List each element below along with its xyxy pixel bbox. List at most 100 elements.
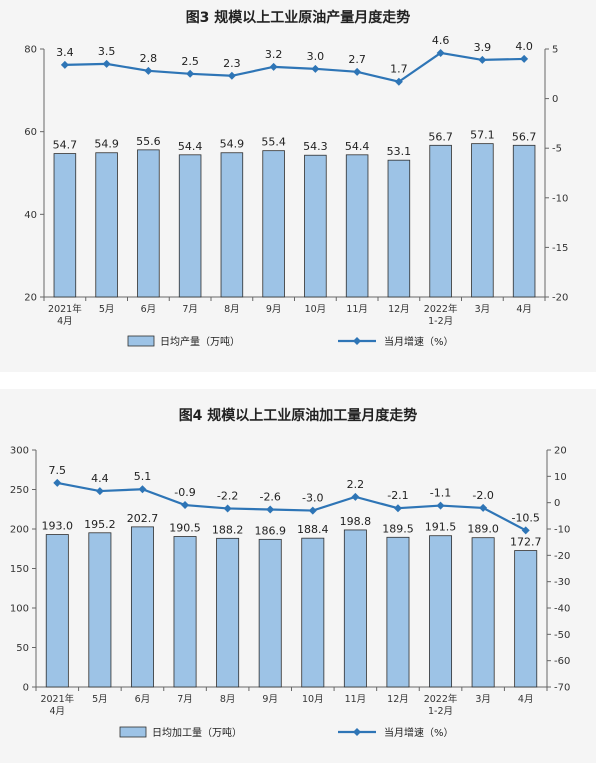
growth-rate-line [57,481,527,532]
line-value-label: 4.6 [432,34,450,47]
right-axis-tick-label: -5 [552,144,562,155]
line-point-marker [269,62,278,71]
right-axis-tick-label: -15 [552,243,568,254]
x-axis-category-label: 3月 [475,694,491,705]
bar-value-label: 54.9 [220,138,245,151]
bar [471,537,495,688]
x-axis-category-label: 10月 [302,694,324,705]
line-value-label: 3.2 [265,48,283,61]
right-axis-tick-label: 20 [554,446,567,457]
x-axis-category-label: 9月 [266,304,282,315]
line-point-marker [138,485,147,494]
bar [471,143,494,298]
line-point-marker [394,77,403,86]
right-axis-tick-label: -60 [554,656,570,667]
bar-value-label: 57.1 [470,129,495,142]
x-axis-category-label: 4月 [518,694,534,705]
legend-line-label: 当月增速（%） [384,335,454,348]
bar-value-label: 202.7 [127,512,159,525]
legend-line-marker [353,337,361,345]
bar-value-label: 191.5 [425,521,457,534]
chart-crude-oil-output: 图3 规模以上工业原油产量月度走势 20 40 60 80 -20 -15 -10 -5 0 5 20… [24,9,568,348]
legend-line-marker [353,728,361,736]
x-axis-category-label: 2022年 1-2月 [424,693,458,717]
left-axis-tick-label: 50 [16,643,29,654]
bar [45,534,69,688]
x-axis-category-label: 2021年 4月 [40,693,74,717]
line-value-label: -2.1 [387,489,408,502]
bar-value-label: 189.0 [467,523,499,536]
growth-rate-line [64,51,525,83]
bar-value-label: 188.2 [212,523,244,536]
line-point-marker [186,69,195,78]
x-axis-category-label: 9月 [262,694,278,705]
right-axis-tick-label: 0 [552,94,558,105]
left-axis-tick-label: 200 [10,525,29,536]
x-axis-category-label: 2021年 4月 [48,303,82,327]
bar-value-label: 54.4 [178,140,203,153]
line-point-marker [144,66,153,75]
left-axis-tick-label: 300 [10,446,29,457]
line-value-label: 2.3 [223,57,241,70]
bar [262,150,285,298]
left-axis-tick-label: 20 [24,293,37,304]
left-axis-tick-label: 150 [10,564,29,575]
bar-value-label: 54.3 [303,140,328,153]
line-value-label: -2.6 [259,491,280,504]
bar [178,154,202,298]
bar-value-label: 172.7 [510,536,542,549]
line-point-marker [520,54,529,63]
legend-bar-label: 日均加工量（万吨） [152,726,242,739]
x-axis-category-label: 3月 [475,304,491,315]
bar [301,537,325,688]
line-point-marker [353,67,362,76]
x-axis-category-label: 2022年 1-2月 [424,303,458,327]
line-point-marker [95,487,104,496]
line-point-marker [60,60,69,69]
bar-value-label: 54.7 [53,139,78,152]
bar-value-label: 188.4 [297,523,329,536]
right-axis-tick-label: 0 [554,498,560,509]
line-value-label: 2.5 [181,55,199,68]
line-point-marker [227,71,236,80]
x-axis-category-label: 5月 [92,694,108,705]
left-axis-tick-label: 250 [10,485,29,496]
legend-bar-label: 日均产量（万吨） [160,335,240,348]
chart-crude-oil-processing: 图4 规模以上工业原油加工量月度走势050100150200250300-70-… [10,407,570,739]
x-axis-category-label: 11月 [346,304,368,315]
left-axis-tick-label: 60 [24,127,37,138]
x-axis-category-label: 12月 [387,694,409,705]
line-value-label: 3.5 [98,45,116,58]
right-axis-tick-label: -70 [554,683,570,694]
line-point-marker [308,506,317,515]
line-value-label: 2.7 [348,53,366,66]
right-axis-tick-label: 5 [552,45,558,56]
x-axis-category-label: 5月 [99,304,115,315]
bar [220,152,244,298]
line-point-marker [53,478,62,487]
legend-line-label: 当月增速（%） [384,726,454,739]
line-point-marker [266,505,275,514]
x-axis-category-label: 11月 [345,694,367,705]
x-axis-category-label: 10月 [305,304,327,315]
bar-value-label: 54.4 [345,140,370,153]
line-point-marker [478,55,487,64]
line-value-label: -1.1 [430,487,451,500]
bar [53,153,77,298]
chart-panel-crude-oil-processing: 图4 规模以上工业原油加工量月度走势 0 50 100 150 200 250 300 -70-… [0,389,596,763]
bar [130,526,154,688]
left-axis-tick-label: 40 [24,210,37,221]
x-axis-category-label: 6月 [135,694,151,705]
bar-value-label: 56.7 [512,130,537,143]
left-axis-tick-label: 80 [24,45,37,56]
bar [343,529,367,688]
chart-panel-crude-oil-output: 图3 规模以上工业原油产量月度走势 20 40 60 80 -20 -15 -10 -5 0 5 20… [0,0,596,372]
x-axis-category-label: 8月 [220,694,236,705]
right-axis-tick-label: -50 [554,630,570,641]
left-axis-tick-label: 100 [10,604,29,615]
bar [512,144,536,298]
line-value-label: 7.5 [49,464,67,477]
left-axis-tick-label: 0 [23,683,29,694]
line-value-label: -2.2 [217,489,238,502]
line-value-label: 3.4 [56,46,74,59]
